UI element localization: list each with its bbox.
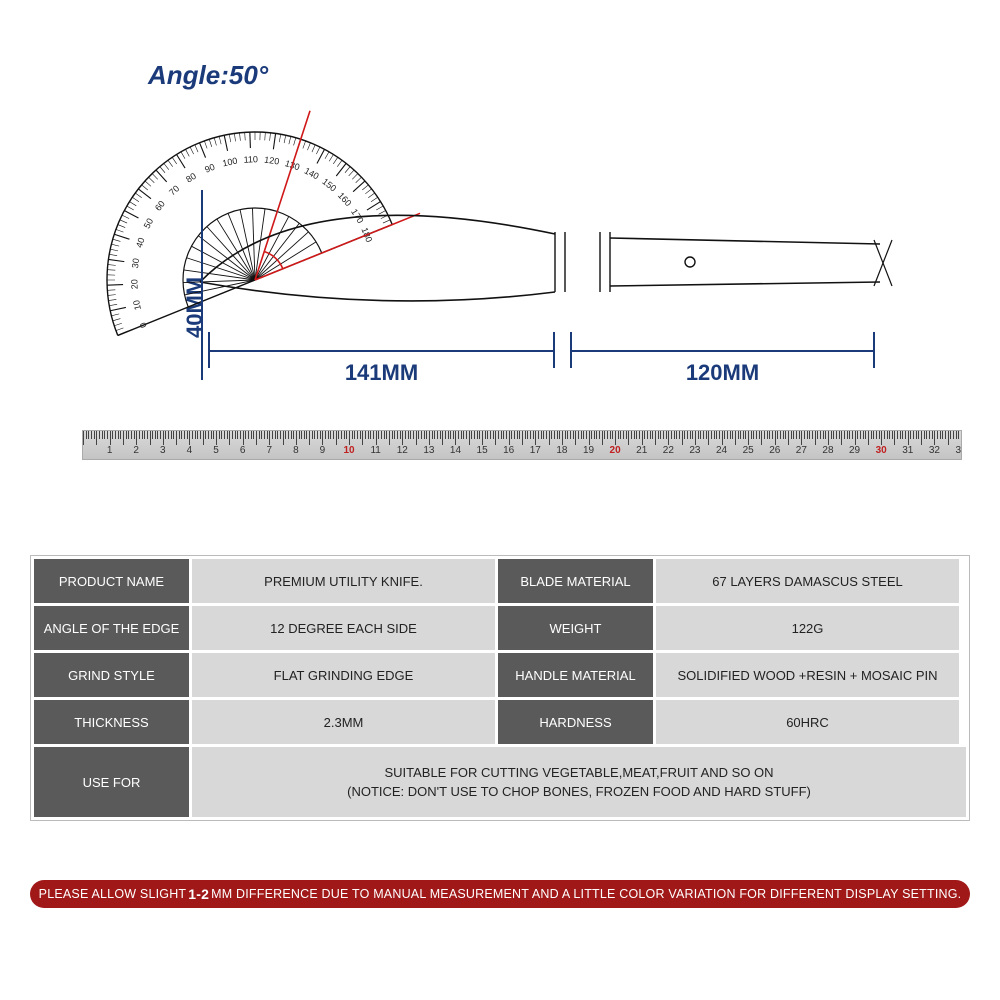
spec-value: 12 DEGREE EACH SIDE — [192, 606, 495, 650]
spec-label: HANDLE MATERIAL — [498, 653, 653, 697]
svg-text:140: 140 — [303, 166, 321, 182]
spec-label: USE FOR — [34, 747, 189, 817]
ruler: 1234567891011121314151617181920212223242… — [82, 430, 962, 460]
svg-text:0: 0 — [138, 321, 149, 329]
banner-highlight: 1-2 — [186, 886, 211, 902]
spec-label: ANGLE OF THE EDGE — [34, 606, 189, 650]
svg-text:60: 60 — [153, 199, 167, 213]
spec-table: PRODUCT NAMEPREMIUM UTILITY KNIFE.BLADE … — [30, 555, 970, 821]
svg-text:160: 160 — [336, 190, 353, 208]
spec-label: HARDNESS — [498, 700, 653, 744]
svg-text:10: 10 — [131, 299, 143, 311]
banner-suffix: MM DIFFERENCE DUE TO MANUAL MEASUREMENT … — [211, 887, 961, 901]
handle-length-dim: 120MM — [570, 350, 875, 410]
spec-value: 67 LAYERS DAMASCUS STEEL — [656, 559, 959, 603]
spec-label: GRIND STYLE — [34, 653, 189, 697]
blade-length-dim: 141MM — [208, 350, 555, 410]
spec-value: FLAT GRINDING EDGE — [192, 653, 495, 697]
banner-prefix: PLEASE ALLOW SLIGHT — [39, 887, 187, 901]
spec-label: BLADE MATERIAL — [498, 559, 653, 603]
svg-text:90: 90 — [203, 162, 216, 175]
svg-text:40: 40 — [134, 236, 147, 249]
spec-value: SOLIDIFIED WOOD +RESIN + MOSAIC PIN — [656, 653, 959, 697]
spec-label: WEIGHT — [498, 606, 653, 650]
spec-value: 122G — [656, 606, 959, 650]
spec-value: PREMIUM UTILITY KNIFE. — [192, 559, 495, 603]
disclaimer-banner: PLEASE ALLOW SLIGHT 1-2 MM DIFFERENCE DU… — [30, 880, 970, 908]
spec-label: PRODUCT NAME — [34, 559, 189, 603]
svg-text:110: 110 — [243, 154, 258, 164]
spec-label: THICKNESS — [34, 700, 189, 744]
svg-text:100: 100 — [222, 156, 239, 169]
svg-text:120: 120 — [264, 155, 280, 167]
spec-value: SUITABLE FOR CUTTING VEGETABLE,MEAT,FRUI… — [192, 747, 966, 817]
svg-text:20: 20 — [129, 279, 139, 289]
blade-length-label: 141MM — [208, 360, 555, 386]
svg-text:80: 80 — [184, 171, 198, 185]
handle-length-label: 120MM — [570, 360, 875, 386]
svg-text:70: 70 — [167, 183, 181, 197]
spec-value: 2.3MM — [192, 700, 495, 744]
spec-value: 60HRC — [656, 700, 959, 744]
svg-text:50: 50 — [142, 217, 156, 231]
svg-text:30: 30 — [130, 258, 141, 269]
svg-text:150: 150 — [320, 176, 338, 193]
